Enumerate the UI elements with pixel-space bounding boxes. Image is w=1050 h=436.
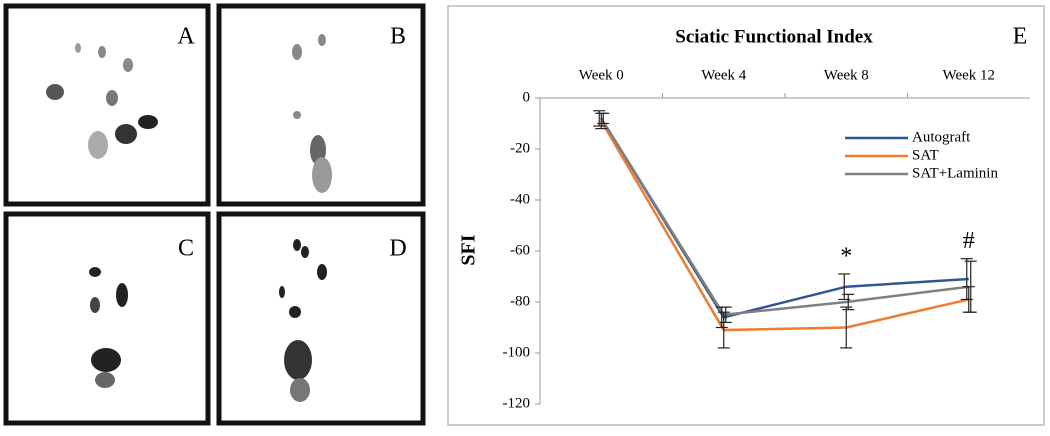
series-line [600, 117, 969, 317]
x-tick-label: Week 0 [579, 67, 624, 83]
y-axis-label: SFI [458, 234, 480, 265]
error-bar [840, 306, 853, 349]
y-tick-label: -40 [510, 191, 530, 207]
x-tick-label: Week 8 [824, 67, 869, 83]
panel-label: D [389, 236, 406, 262]
annotation: # [963, 228, 975, 254]
legend-label: SAT+Laminin [912, 165, 998, 181]
legend-label: SAT [912, 147, 939, 163]
error-bar [597, 112, 610, 125]
panel-label: B [390, 24, 406, 50]
panel-label: E [1013, 24, 1028, 50]
panel-label: C [178, 236, 194, 262]
y-tick-label: -100 [503, 344, 531, 360]
error-bar [717, 311, 730, 349]
panel-label: A [177, 24, 195, 50]
print-c [89, 267, 128, 388]
x-tick-label: Week 12 [942, 67, 995, 83]
legend-label: Autograft [912, 129, 971, 145]
print-b [292, 34, 332, 193]
annotation: * [840, 243, 852, 269]
panel-d [216, 211, 426, 426]
panel-a [3, 3, 211, 207]
y-tick-label: -60 [510, 242, 530, 258]
y-tick-label: -120 [503, 395, 531, 411]
print-a [46, 43, 158, 159]
error-bar [964, 260, 977, 313]
print-d [279, 239, 327, 402]
y-tick-label: 0 [523, 89, 531, 105]
y-tick-label: -20 [510, 140, 530, 156]
x-tick-label: Week 4 [701, 67, 747, 83]
error-bar [719, 306, 732, 323]
chart-title: Sciatic Functional Index [675, 26, 873, 47]
chart-frame [447, 5, 1045, 426]
y-tick-label: -80 [510, 293, 530, 309]
panel-c [3, 211, 211, 426]
footprint-panels: A B C D [3, 3, 426, 426]
series-line [600, 120, 970, 332]
error-bar [842, 293, 855, 311]
